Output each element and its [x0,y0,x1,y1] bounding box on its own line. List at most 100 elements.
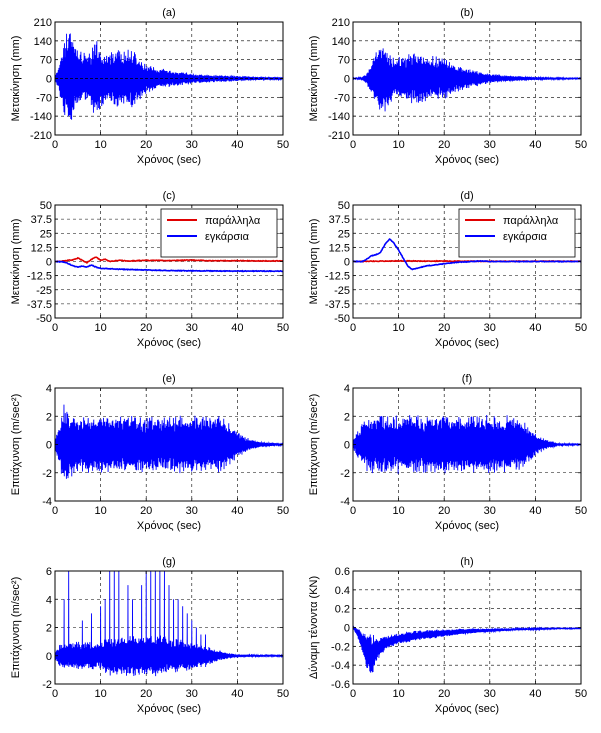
panel-d-ytick-label: 0 [344,257,350,269]
panel-a-xtick-label: 10 [94,139,106,151]
panel-f-ytick-label: -4 [340,496,350,508]
panel-c-ytick-label: -50 [36,313,52,325]
panel-d-legend: παράλληλα εγκάρσια [458,208,576,258]
panel-h: (h) 0 10 20 30 40 50 -0.6 -0.4 -0.2 0 0.2 0.4 0.6 Χρόν… [308,556,587,715]
panel-g-ytick-label: 2 [46,623,52,635]
panel-b-xtick-label: 0 [350,139,356,151]
panel-g-ytick-label: -2 [42,679,52,691]
panel-f-xlabel: Χρόνος (sec) [435,520,499,532]
panel-a-series-group [55,33,283,120]
panel-h-title: (h) [460,556,473,568]
panel-f-ylabel: Επιτάχυνση (m/sec²) [308,394,320,496]
panel-c-series-εγκάρσια [55,260,283,273]
panel-c-ytick-label: -25 [36,285,52,297]
panel-g-ytick-label: 6 [46,566,52,578]
panel-d-ytick-label: 12.5 [329,242,350,254]
panel-g-ylabel: Επιτάχυνση (m/sec²) [10,577,22,679]
panel-b-ytick-label: 0 [344,74,350,86]
panel-g-xtick-label: 20 [140,688,152,700]
panel-h-xtick-label: 0 [350,688,356,700]
panel-b-ytick-label: 70 [338,55,350,67]
panel-d: (d) 0 10 20 30 40 50 -50 -37.5 -25 -12.5 0 12.5 25 37.… [308,190,587,349]
panel-e-ylabel: Επιτάχυνση (m/sec²) [10,394,22,496]
panel-c-ytick-label: 50 [40,200,52,212]
panel-a-xtick-label: 50 [277,139,289,151]
panel-h-ytick-label: -0.6 [331,679,350,691]
panel-d-title: (d) [460,190,473,202]
panel-e-series-group [55,404,283,479]
panel-e-xtick-label: 20 [140,505,152,517]
panel-c-series-παράλληλα [55,256,283,264]
panel-e: (e) 0 10 20 30 40 50 -4 -2 0 2 4 Χρόνος (sec) Επιτάχυ… [10,373,289,532]
panel-f-series-0 [353,414,581,474]
panel-c-ytick-label: 12.5 [31,242,52,254]
panel-c-xtick-label: 20 [140,322,152,334]
panel-h-ytick-label: 0.6 [335,566,350,578]
panel-d-xlabel: Χρόνος (sec) [435,337,499,349]
panel-f-xtick-label: 40 [529,505,541,517]
panel-b-ytick-label: 210 [332,17,350,29]
panel-h-xtick-label: 20 [438,688,450,700]
panel-g-series-0 [55,571,283,677]
panel-h-ytick-label: 0.4 [335,585,350,597]
panel-a-ytick-label: -210 [30,130,52,142]
panel-a-ytick-label: -70 [36,92,52,104]
panel-d-legend-label-εγκάρσια: εγκάρσια [503,231,548,243]
panel-d-xtick-label: 50 [575,322,587,334]
panel-e-ytick-label: 2 [46,411,52,423]
panel-d-ytick-label: 37.5 [329,214,350,226]
panel-g-series-group [55,571,283,677]
panel-c-legend-box [160,208,278,258]
panel-h-xtick-label: 10 [392,688,404,700]
panel-d-ytick-label: 50 [338,200,350,212]
panel-c-xlabel: Χρόνος (sec) [137,337,201,349]
panel-f-xtick-label: 50 [575,505,587,517]
panel-c-xtick-label: 10 [94,322,106,334]
panel-g-title: (g) [162,556,175,568]
panel-d-ytick-label: 25 [338,228,350,240]
panel-c-title: (c) [163,190,176,202]
panel-h-xtick-label: 50 [575,688,587,700]
panel-b-xtick-label: 30 [484,139,496,151]
panel-d-xtick-label: 30 [484,322,496,334]
panel-e-xtick-label: 10 [94,505,106,517]
panel-c-ytick-label: 37.5 [31,214,52,226]
panel-f-xtick-label: 20 [438,505,450,517]
panel-f-xtick-label: 30 [484,505,496,517]
panel-e-title: (e) [162,373,175,385]
panel-f-xtick-label: 0 [350,505,356,517]
panel-d-legend-label-παράλληλα: παράλληλα [503,215,559,227]
panel-e-ytick-label: -4 [42,496,52,508]
panel-b-series-group [353,48,581,112]
panel-d-legend-box [458,208,576,258]
panel-f-title: (f) [462,373,472,385]
panel-g-xtick-label: 10 [94,688,106,700]
panel-a-ytick-label: 70 [40,55,52,67]
panel-e-series-0 [55,404,283,479]
panel-e-xtick-label: 40 [231,505,243,517]
panel-d-ytick-label: -37.5 [325,299,350,311]
panel-c-ytick-label: 25 [40,228,52,240]
panel-a-ytick-label: -140 [30,111,52,123]
panel-c-xtick-label: 0 [52,322,58,334]
panel-f-ytick-label: 0 [344,440,350,452]
panel-c-xtick-label: 40 [231,322,243,334]
panel-d-ytick-label: -25 [334,285,350,297]
panel-f-xtick-label: 10 [392,505,404,517]
panel-c-legend-label-εγκάρσια: εγκάρσια [205,231,250,243]
panel-h-ytick-label: 0.2 [335,604,350,616]
panel-a-ytick-label: 140 [34,36,52,48]
panel-c-ytick-label: 0 [46,257,52,269]
panel-b-ytick-label: -210 [328,130,350,142]
panel-e-xtick-label: 0 [52,505,58,517]
panel-b-xlabel: Χρόνος (sec) [435,154,499,166]
panel-f-ytick-label: -2 [340,468,350,480]
panel-h-xtick-label: 30 [484,688,496,700]
panel-e-ytick-label: 4 [46,383,52,395]
panel-d-ytick-label: -12.5 [325,271,350,283]
panel-a: (a) 0 10 20 30 40 50 -210 -140 -70 0 70 140 210 Χρόνος… [10,7,289,166]
panel-e-ytick-label: -2 [42,468,52,480]
panel-d-xtick-label: 40 [529,322,541,334]
panel-a-series-0 [55,33,283,120]
